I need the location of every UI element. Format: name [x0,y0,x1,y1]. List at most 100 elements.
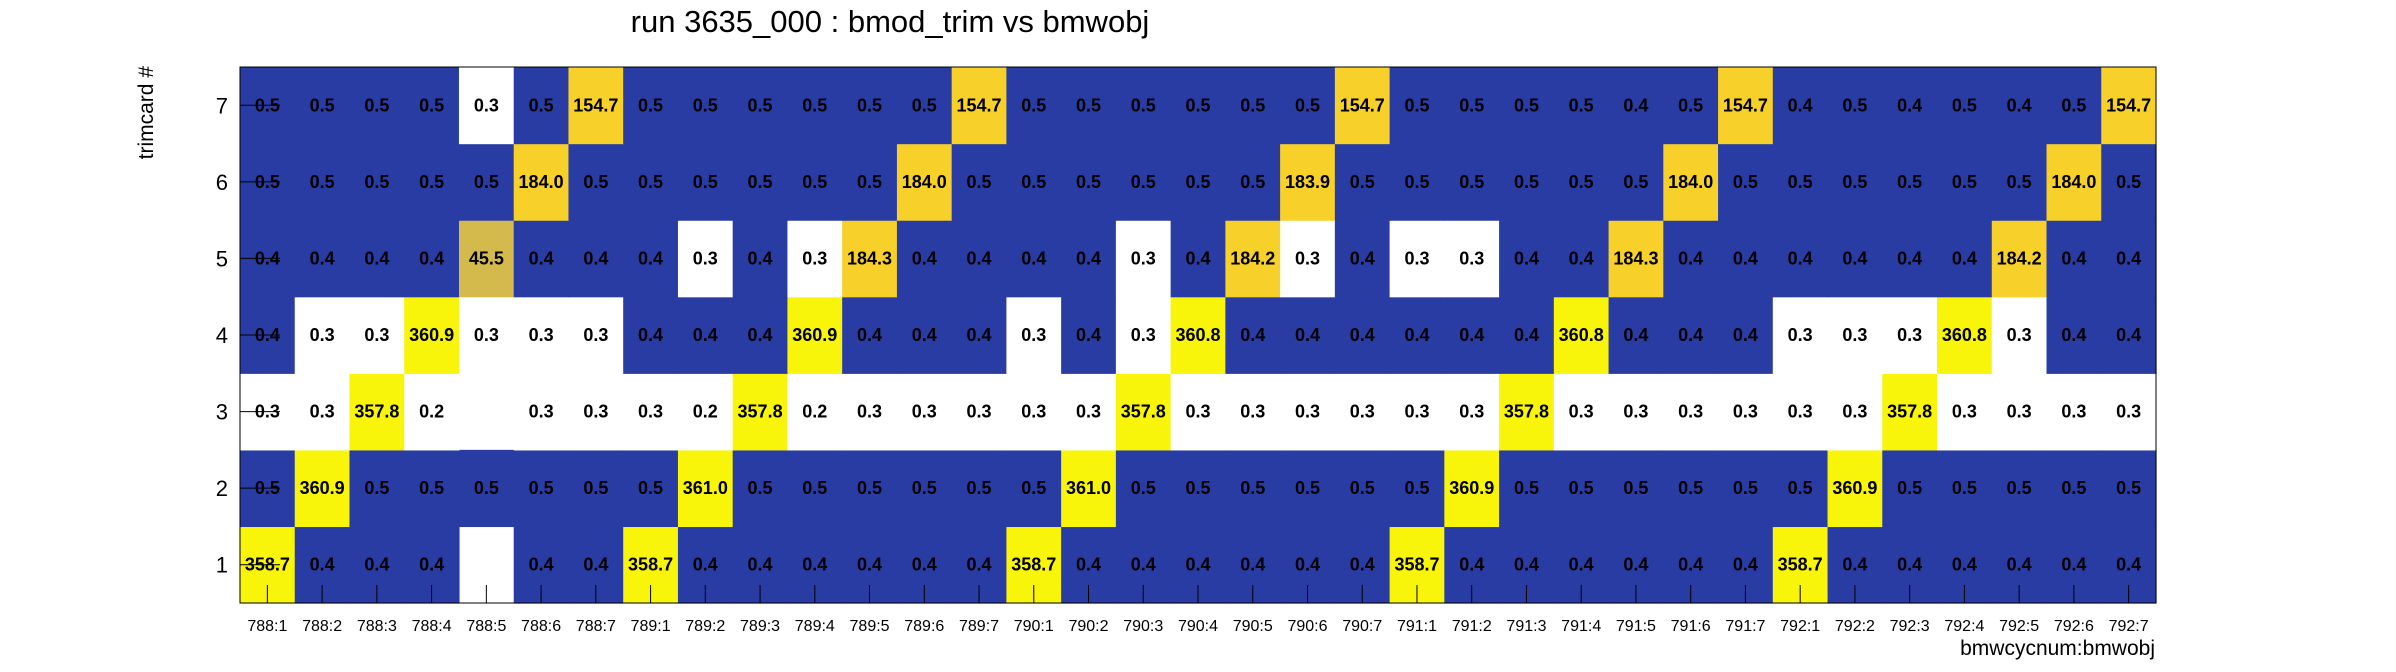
cell-value: 0.5 [2007,478,2032,498]
cell-value: 0.3 [474,95,499,115]
heatmap-cell [349,220,405,298]
heatmap-cell [1334,67,1391,145]
cell-value: 0.4 [529,248,554,268]
heatmap-cell [1499,373,1555,451]
heatmap-cell [1389,143,1445,221]
cell-value: 0.5 [857,95,882,115]
cell-value: 0.3 [1733,402,1758,422]
cell-value: 0.4 [638,325,663,345]
heatmap-cell [677,220,734,298]
cell-value: 184.0 [2051,172,2096,192]
heatmap-cell [1006,143,1062,221]
x-tick-label: 789:7 [959,618,999,635]
heatmap-cell [349,296,405,374]
heatmap-cell [1115,449,1172,528]
cell-value: 0.3 [1350,402,1375,422]
cell-value: 0.4 [1350,555,1375,575]
x-tick-label: 788:6 [521,618,561,635]
cell-value: 0.4 [1459,555,1484,575]
heatmap-cell [1882,296,1938,374]
x-axis-label: bmwcycnum:bmwobj [1960,637,2155,660]
cell-value: 0.3 [1295,248,1320,268]
cell-value: 0.3 [364,325,389,345]
x-tick-label: 790:1 [1014,618,1054,635]
heatmap-cell [1608,296,1664,374]
heatmap-cell [842,449,898,528]
heatmap-cell [1991,449,2048,528]
cell-value: 0.4 [1185,248,1210,268]
x-tick-label: 790:2 [1068,618,1108,635]
x-tick-label: 792:4 [1944,618,1984,635]
cell-value: 0.5 [310,172,335,192]
cell-value: 0.4 [1678,555,1703,575]
heatmap-cell [732,373,789,451]
heatmap-cell [1444,143,1500,221]
cell-value: 0.5 [1131,478,1156,498]
y-axis-label: trimcard # [135,66,158,160]
heatmap-cell [1991,220,2048,298]
cell-value: 0.4 [748,325,773,345]
chart-title: run 3635_000 : bmod_trim vs bmwobj [631,4,1150,39]
cell-value: 0.5 [1404,95,1429,115]
x-tick-label: 789:3 [740,618,780,635]
cell-value: 0.4 [802,555,827,575]
cell-value: 0.3 [1459,402,1484,422]
cell-value: 0.5 [857,478,882,498]
x-tick-label: 788:2 [302,618,342,635]
heatmap-cell [2101,220,2157,298]
heatmap-cell [513,220,570,298]
heatmap-cell [896,143,953,221]
cell-value: 0.4 [1952,248,1977,268]
y-tick-label: 1 [216,553,228,578]
heatmap-cell [1115,143,1172,221]
heatmap-cell [568,296,624,374]
cell-value: 0.3 [310,402,335,422]
cell-value: 0.4 [1842,248,1867,268]
cell-value: 0.5 [1295,95,1320,115]
cell-value: 0.5 [748,172,773,192]
cell-value: 0.5 [364,478,389,498]
heatmap-cell [951,67,1007,145]
heatmap-cell [677,373,734,451]
x-tick-label: 789:1 [631,618,671,635]
heatmap-cell [1772,220,1829,298]
heatmap-cell [1937,67,1993,145]
cell-value: 358.7 [1394,555,1439,575]
cell-value: 184.3 [847,248,892,268]
cell-value: 0.5 [474,172,499,192]
heatmap-cell [404,220,460,298]
heatmap-cell [1718,220,1774,298]
cell-value: 361.0 [683,478,728,498]
cell-value: 0.4 [529,555,554,575]
cell-value: 0.3 [1459,248,1484,268]
cell-value: 0.4 [1514,555,1539,575]
cell-value: 360.9 [1832,478,1877,498]
heatmap-cell [1937,296,1993,374]
cell-value: 0.5 [529,478,554,498]
heatmap-cell [896,296,953,374]
heatmap-cell [951,449,1007,528]
heatmap-cell [513,449,570,528]
heatmap-cell [1061,296,1117,374]
x-tick-label: 792:2 [1835,618,1875,635]
cell-value: 0.4 [1295,555,1320,575]
heatmap-cell [458,449,515,528]
cell-value: 360.9 [792,325,837,345]
heatmap-cell [294,220,351,298]
cell-value: 0.5 [748,95,773,115]
cell-value: 0.4 [1185,555,1210,575]
heatmap-cell [1225,449,1281,528]
cell-value: 358.7 [628,555,673,575]
heatmap-cell [568,449,624,528]
x-tick-label: 792:1 [1780,618,1820,635]
cell-value: 357.8 [1887,402,1932,422]
cell-value: 0.5 [1897,172,1922,192]
cell-value: 0.4 [1897,555,1922,575]
cell-value: 0.3 [529,402,554,422]
cell-value: 0.4 [1131,555,1156,575]
heatmap-cell [1280,449,1336,528]
cell-value: 0.4 [2116,325,2141,345]
heatmap-cell [787,143,843,221]
cell-value: 0.4 [310,248,335,268]
cell-value: 0.5 [1952,172,1977,192]
